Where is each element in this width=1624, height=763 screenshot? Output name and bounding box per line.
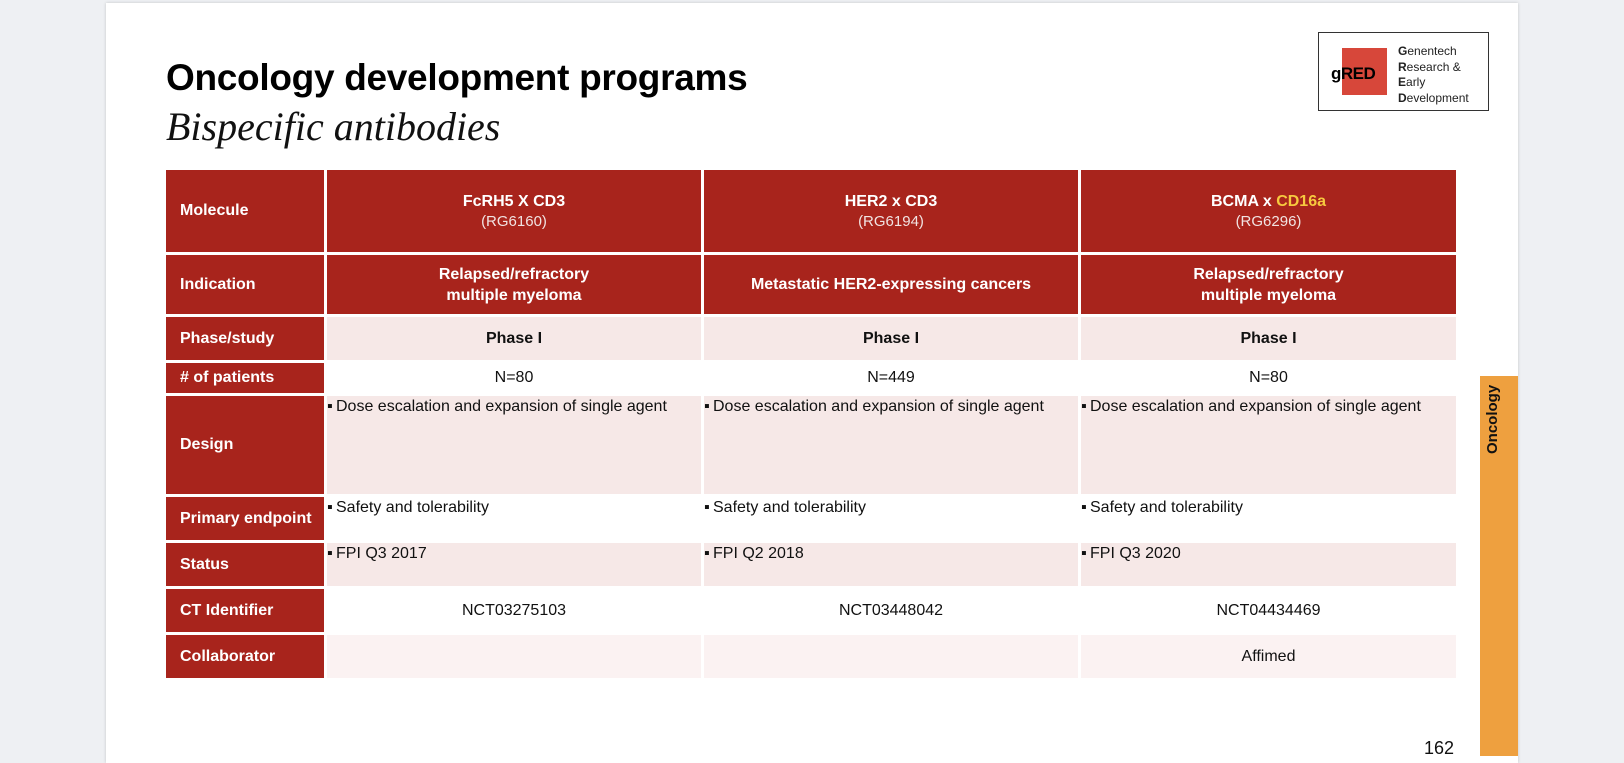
bullet-icon: ▪	[327, 398, 333, 415]
row-patients: # of patients N=80 N=449 N=80	[166, 363, 1456, 396]
status-cell: ▪ FPI Q3 2017	[327, 543, 704, 589]
row-ct-identifier: CT Identifier NCT03275103 NCT03448042 NC…	[166, 589, 1456, 635]
molecule-code: (RG6194)	[858, 212, 924, 230]
bullet-icon: ▪	[704, 398, 710, 415]
phase-cell: Phase I	[327, 317, 704, 363]
indication-cell: Relapsed/refractory multiple myeloma	[327, 255, 704, 317]
row-endpoint: Primary endpoint ▪ Safety and tolerabilit…	[166, 497, 1456, 543]
logo-mark	[1342, 48, 1387, 95]
label-phase: Phase/study	[166, 317, 327, 363]
design-cell: ▪ Dose escalation and expansion of single…	[327, 396, 704, 497]
ct-cell: NCT03448042	[704, 589, 1081, 635]
molecule-name: HER2 x CD3	[844, 192, 938, 210]
collaborator-cell	[327, 635, 704, 681]
row-collaborator: Collaborator Affimed	[166, 635, 1456, 681]
patients-cell: N=80	[327, 363, 704, 396]
collaborator-cell: Affimed	[1081, 635, 1456, 681]
endpoint-cell: ▪ Safety and tolerability	[1081, 497, 1456, 543]
status-cell: ▪ FPI Q2 2018	[704, 543, 1081, 589]
molecule-cell: HER2 x CD3 (RG6194)	[704, 170, 1081, 255]
row-status: Status ▪ FPI Q3 2017 ▪ FPI Q2 2018 ▪ FPI Q3…	[166, 543, 1456, 589]
patients-cell: N=80	[1081, 363, 1456, 396]
label-collaborator: Collaborator	[166, 635, 327, 681]
endpoint-cell: ▪ Safety and tolerability	[704, 497, 1081, 543]
molecule-cell: FcRH5 X CD3 (RG6160)	[327, 170, 704, 255]
molecule-accent: CD16a	[1276, 192, 1326, 210]
slide: Oncology development programs Bispecific…	[106, 3, 1518, 763]
bullet-icon: ▪	[1081, 545, 1087, 562]
endpoint-cell: ▪ Safety and tolerability	[327, 497, 704, 543]
row-indication: Indication Relapsed/refractory multiple …	[166, 255, 1456, 317]
molecule-code: (RG6296)	[1235, 212, 1302, 230]
indication-cell: Metastatic HER2-expressing cancers	[704, 255, 1081, 317]
molecule-name: BCMA x CD16a	[1211, 192, 1326, 210]
bullet-icon: ▪	[1081, 398, 1087, 415]
label-ct-identifier: CT Identifier	[166, 589, 327, 635]
collaborator-cell	[704, 635, 1081, 681]
side-tab-label: Oncology	[1484, 384, 1501, 454]
status-cell: ▪ FPI Q3 2020	[1081, 543, 1456, 589]
oncology-side-tab: Oncology	[1480, 376, 1518, 756]
page-subtitle: Bispecific antibodies	[166, 104, 501, 149]
ct-cell: NCT03275103	[327, 589, 704, 635]
gred-logo: gRED Genentech Research & Early Developm…	[1318, 32, 1489, 111]
bullet-icon: ▪	[327, 545, 333, 562]
logo-mark-text: gRED	[1331, 64, 1376, 83]
bullet-icon: ▪	[1081, 499, 1087, 516]
label-patients: # of patients	[166, 363, 327, 396]
phase-cell: Phase I	[1081, 317, 1456, 363]
patients-cell: N=449	[704, 363, 1081, 396]
phase-cell: Phase I	[704, 317, 1081, 363]
label-design: Design	[166, 396, 327, 497]
ct-cell: NCT04434469	[1081, 589, 1456, 635]
bullet-icon: ▪	[704, 545, 710, 562]
bullet-icon: ▪	[704, 499, 710, 516]
page-number: 162	[1424, 738, 1455, 758]
row-phase: Phase/study Phase I Phase I Phase I	[166, 317, 1456, 363]
logo-name: Genentech Research & Early Development	[1398, 44, 1469, 105]
molecule-code: (RG6160)	[481, 212, 547, 230]
molecule-cell: BCMA x CD16a (RG6296)	[1081, 170, 1456, 255]
programs-table: Molecule FcRH5 X CD3 (RG6160) HER2 x CD3…	[166, 170, 1456, 681]
design-cell: ▪ Dose escalation and expansion of single…	[1081, 396, 1456, 497]
row-molecule: Molecule FcRH5 X CD3 (RG6160) HER2 x CD3…	[166, 170, 1456, 255]
label-status: Status	[166, 543, 327, 589]
bullet-icon: ▪	[327, 499, 333, 516]
label-endpoint: Primary endpoint	[166, 497, 327, 543]
molecule-name: FcRH5 X CD3	[462, 192, 566, 210]
indication-cell: Relapsed/refractory multiple myeloma	[1081, 255, 1456, 317]
label-indication: Indication	[166, 255, 327, 317]
design-cell: ▪ Dose escalation and expansion of single…	[704, 396, 1081, 497]
label-molecule: Molecule	[166, 170, 327, 255]
page-title: Oncology development programs	[166, 57, 748, 98]
row-design: Design ▪ Dose escalation and expansion of…	[166, 396, 1456, 497]
